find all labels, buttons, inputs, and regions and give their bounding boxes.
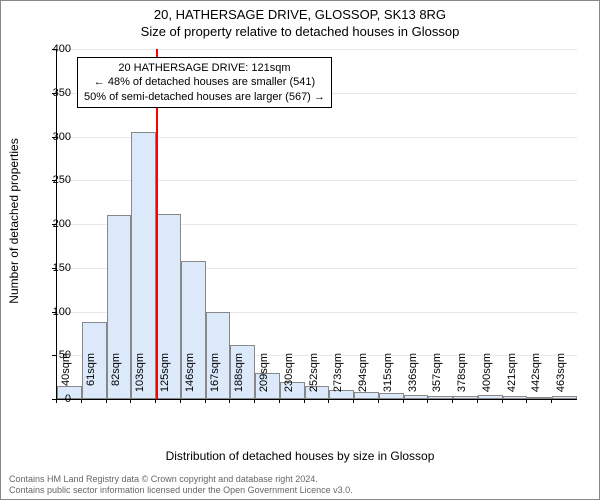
x-tick-label: 82sqm	[110, 353, 122, 403]
x-tick-mark	[378, 399, 379, 403]
x-tick-label: 378sqm	[456, 353, 468, 403]
y-tick-mark	[52, 355, 56, 356]
y-tick-mark	[52, 137, 56, 138]
plot-area: 20 HATHERSAGE DRIVE: 121sqm← 48% of deta…	[56, 49, 577, 400]
gridline	[57, 49, 577, 50]
x-tick-mark	[427, 399, 428, 403]
y-tick-label: 200	[41, 218, 71, 230]
y-tick-mark	[52, 49, 56, 50]
x-tick-label: 463sqm	[555, 353, 567, 403]
y-axis-title: Number of detached properties	[7, 138, 21, 303]
x-tick-label: 188sqm	[233, 353, 245, 403]
y-tick-label: 300	[41, 131, 71, 143]
y-tick-label: 400	[41, 43, 71, 55]
x-tick-label: 421sqm	[506, 353, 518, 403]
footer-line1: Contains HM Land Registry data © Crown c…	[9, 474, 353, 485]
y-tick-mark	[52, 268, 56, 269]
x-tick-label: 400sqm	[481, 353, 493, 403]
x-tick-label: 209sqm	[258, 353, 270, 403]
x-tick-label: 252sqm	[308, 353, 320, 403]
x-tick-label: 357sqm	[431, 353, 443, 403]
x-tick-mark	[205, 399, 206, 403]
y-tick-mark	[52, 224, 56, 225]
x-tick-mark	[254, 399, 255, 403]
x-tick-label: 273sqm	[332, 353, 344, 403]
x-tick-mark	[403, 399, 404, 403]
annotation-line: 20 HATHERSAGE DRIVE: 121sqm	[84, 61, 325, 75]
y-tick-label: 100	[41, 306, 71, 318]
x-tick-label: 230sqm	[283, 353, 295, 403]
y-tick-mark	[52, 312, 56, 313]
chart-container: 20, HATHERSAGE DRIVE, GLOSSOP, SK13 8RG …	[0, 0, 600, 500]
x-tick-label: 146sqm	[184, 353, 196, 403]
y-tick-label: 350	[41, 87, 71, 99]
x-tick-label: 61sqm	[85, 353, 97, 403]
x-tick-mark	[155, 399, 156, 403]
x-tick-label: 294sqm	[357, 353, 369, 403]
x-tick-label: 336sqm	[407, 353, 419, 403]
x-tick-label: 442sqm	[530, 353, 542, 403]
x-tick-mark	[180, 399, 181, 403]
chart-title-line2: Size of property relative to detached ho…	[1, 24, 599, 39]
x-tick-mark	[328, 399, 329, 403]
x-tick-label: 40sqm	[60, 353, 72, 403]
x-tick-mark	[56, 399, 57, 403]
x-tick-mark	[279, 399, 280, 403]
annotation-line: 50% of semi-detached houses are larger (…	[84, 90, 325, 104]
x-tick-mark	[526, 399, 527, 403]
chart-title-line1: 20, HATHERSAGE DRIVE, GLOSSOP, SK13 8RG	[1, 7, 599, 22]
x-tick-mark	[353, 399, 354, 403]
x-tick-mark	[502, 399, 503, 403]
x-tick-mark	[477, 399, 478, 403]
footer-text: Contains HM Land Registry data © Crown c…	[9, 474, 353, 496]
y-tick-mark	[52, 93, 56, 94]
x-tick-mark	[106, 399, 107, 403]
y-tick-label: 150	[41, 262, 71, 274]
x-tick-label: 315sqm	[382, 353, 394, 403]
x-tick-mark	[452, 399, 453, 403]
x-tick-label: 167sqm	[209, 353, 221, 403]
x-tick-mark	[130, 399, 131, 403]
x-tick-mark	[551, 399, 552, 403]
x-tick-mark	[304, 399, 305, 403]
footer-line2: Contains public sector information licen…	[9, 485, 353, 496]
x-tick-label: 103sqm	[134, 353, 146, 403]
annotation-box: 20 HATHERSAGE DRIVE: 121sqm← 48% of deta…	[77, 57, 332, 108]
x-tick-mark	[81, 399, 82, 403]
annotation-line: ← 48% of detached houses are smaller (54…	[84, 75, 325, 89]
x-tick-label: 125sqm	[159, 353, 171, 403]
y-tick-label: 250	[41, 174, 71, 186]
x-tick-mark	[229, 399, 230, 403]
y-tick-mark	[52, 180, 56, 181]
x-axis-title: Distribution of detached houses by size …	[1, 449, 599, 463]
